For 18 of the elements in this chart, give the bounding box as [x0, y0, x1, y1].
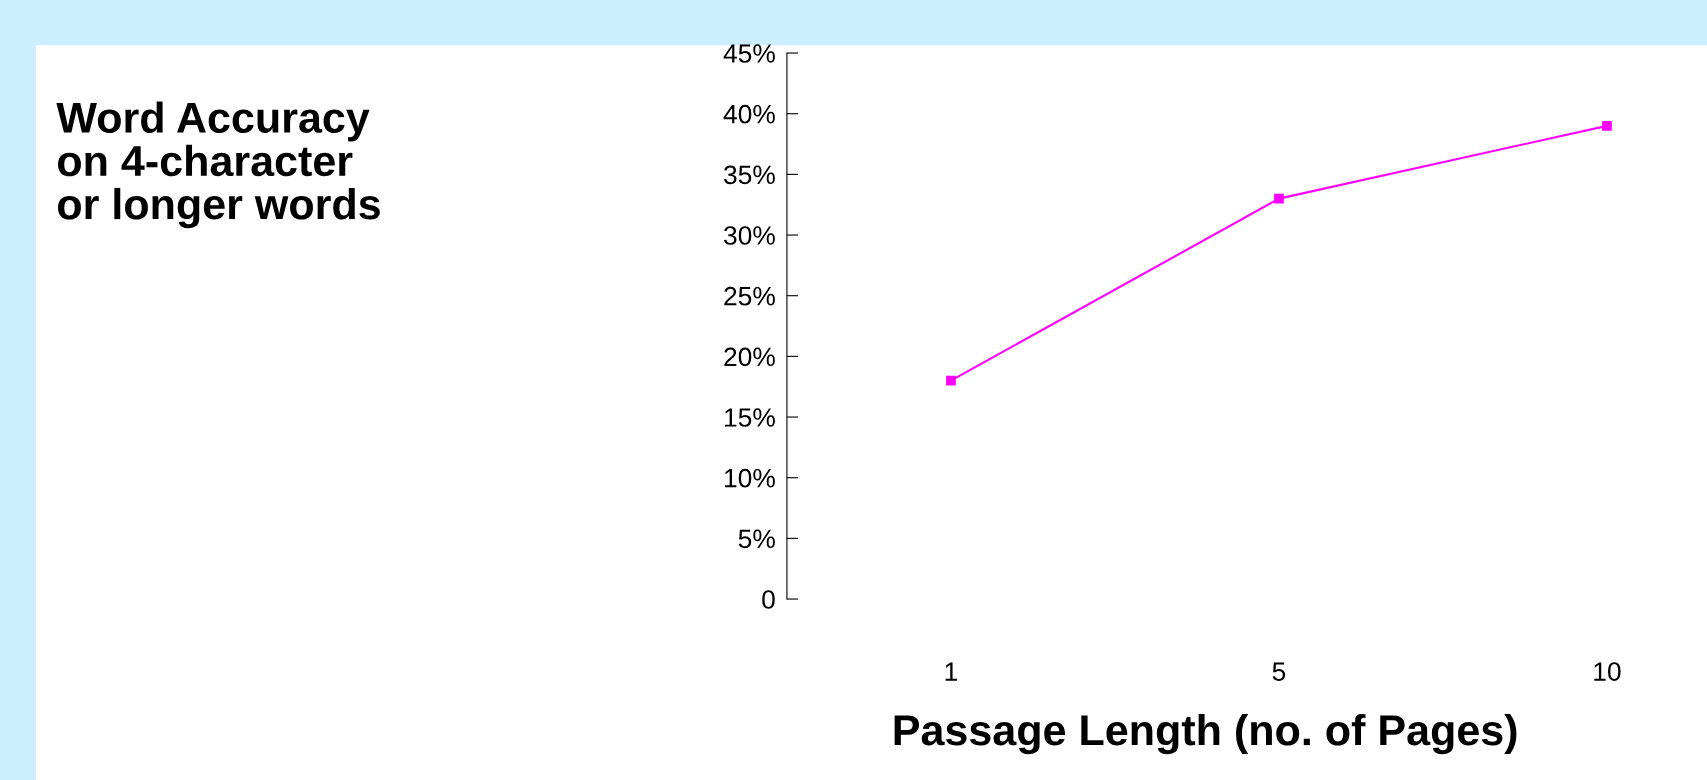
y-tick-label: 15% [725, 408, 775, 427]
x-tick-label: 10 [1594, 662, 1621, 681]
x-tick-label: 5 [1272, 662, 1286, 681]
y-tick-label: 30% [724, 226, 775, 245]
y-tick-label: 10% [725, 468, 775, 488]
x-tick-label: 1 [945, 662, 957, 681]
point [1602, 120, 1612, 131]
y-tick-label: 40% [723, 104, 775, 124]
y-tick-label: 0 [762, 590, 775, 609]
y-tick-label: 20% [724, 347, 775, 367]
x-axis-title: Passage Length (no. of Pages) [894, 713, 1517, 755]
y-tick-label: 35% [724, 165, 775, 185]
point [946, 375, 956, 386]
text: Word Accuracy on 4-character or longer words [56, 101, 380, 229]
y-tick-label: 25% [724, 286, 775, 306]
y-tick-label: 5% [738, 529, 775, 549]
y-tick-label: 45% [723, 44, 775, 63]
point [1274, 193, 1284, 204]
